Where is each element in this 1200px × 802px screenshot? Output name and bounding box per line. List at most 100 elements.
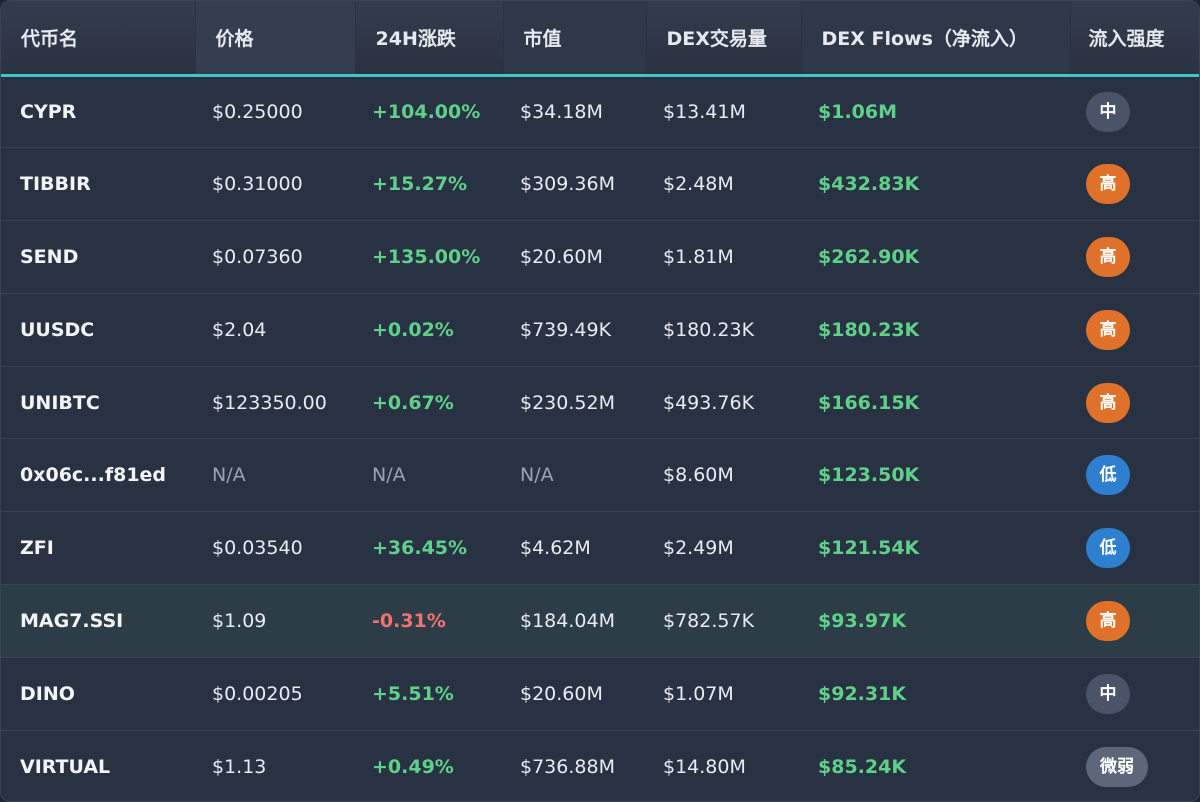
column-header-dex-flows[interactable]: DEX Flows（净流入） xyxy=(801,1,1071,77)
token-price: N/A xyxy=(212,464,246,487)
token-dex-flows: $93.97K xyxy=(818,609,907,632)
inflow-strength-badge: 高 xyxy=(1086,600,1130,641)
inflow-strength-cell: 高 xyxy=(1070,366,1199,439)
table-row[interactable]: DINO $0.00205 +5.51% $20.60M $1.07M $92.31K 中 xyxy=(1,657,1199,731)
token-symbol: UUSDC xyxy=(20,318,95,341)
token-symbol: ZFI xyxy=(20,537,54,560)
column-header-market-cap[interactable]: 市值 xyxy=(503,1,647,77)
token-change-24h: +5.51% xyxy=(372,682,454,705)
token-dex-volume: $493.76K xyxy=(663,391,755,414)
table-header: 代币名 价格 24H涨跌 市值 DEX交易量 DEX Flows（净流入） 流入… xyxy=(1,1,1199,77)
token-market-cap: $309.36M xyxy=(520,173,615,196)
table-row[interactable]: CYPR $0.25000 +104.00% $34.18M $13.41M $1.06M… xyxy=(1,75,1199,148)
column-header-dex-volume[interactable]: DEX交易量 xyxy=(646,1,802,77)
token-change-24h: +104.00% xyxy=(372,100,481,123)
inflow-strength-cell: 微弱 xyxy=(1070,730,1199,801)
token-dex-flows: $262.90K xyxy=(818,245,920,268)
token-dex-flows: $85.24K xyxy=(818,755,907,778)
token-change-24h: +0.02% xyxy=(372,318,454,341)
inflow-strength-badge: 高 xyxy=(1086,382,1130,423)
token-symbol: CYPR xyxy=(20,100,77,123)
token-market-cap: $20.60M xyxy=(520,245,603,268)
token-price: $1.09 xyxy=(212,609,267,632)
token-dex-volume: $14.80M xyxy=(663,755,746,778)
inflow-strength-badge: 高 xyxy=(1086,164,1130,205)
inflow-strength-cell: 中 xyxy=(1070,657,1199,730)
inflow-strength-cell: 低 xyxy=(1070,512,1199,585)
inflow-strength-cell: 高 xyxy=(1070,221,1199,294)
token-dex-flows: $1.06M xyxy=(818,100,898,123)
token-price: $123350.00 xyxy=(212,391,327,414)
token-dex-volume: $1.07M xyxy=(663,682,734,705)
table-row[interactable]: 0x06c...f81ed N/A N/A N/A $8.60M $123.50K 低 xyxy=(1,439,1199,512)
token-change-24h: +36.45% xyxy=(372,537,468,560)
inflow-strength-badge: 微弱 xyxy=(1086,746,1148,787)
token-market-cap: $184.04M xyxy=(520,609,615,632)
header-row: 代币名 价格 24H涨跌 市值 DEX交易量 DEX Flows（净流入） 流入… xyxy=(1,1,1199,77)
token-symbol: DINO xyxy=(20,682,75,705)
inflow-strength-badge: 低 xyxy=(1086,528,1130,569)
token-symbol: UNIBTC xyxy=(20,391,100,414)
inflow-strength-cell: 中 xyxy=(1070,75,1199,148)
table-row[interactable]: UUSDC $2.04 +0.02% $739.49K $180.23K $180.23K… xyxy=(1,293,1199,367)
token-market-cap: $20.60M xyxy=(520,682,603,705)
inflow-strength-badge: 高 xyxy=(1086,309,1130,350)
inflow-strength-cell: 高 xyxy=(1070,293,1199,366)
token-dex-flows: $92.31K xyxy=(818,682,907,705)
token-price: $1.13 xyxy=(212,755,267,778)
inflow-strength-badge: 低 xyxy=(1086,455,1130,496)
token-change-24h: N/A xyxy=(372,464,406,487)
token-price: $0.25000 xyxy=(212,100,303,123)
inflow-strength-badge: 中 xyxy=(1086,673,1130,714)
token-price: $0.07360 xyxy=(212,245,303,268)
table-row[interactable]: TIBBIR $0.31000 +15.27% $309.36M $2.48M $432.… xyxy=(1,148,1199,221)
token-dex-flows: $432.83K xyxy=(818,173,920,196)
column-header-change[interactable]: 24H涨跌 xyxy=(355,1,504,77)
token-price: $0.00205 xyxy=(212,682,303,705)
token-dex-flows: $121.54K xyxy=(818,537,920,560)
table-row[interactable]: ZFI $0.03540 +36.45% $4.62M $2.49M $121.54K 低 xyxy=(1,512,1199,585)
inflow-strength-badge: 中 xyxy=(1086,91,1130,132)
token-market-cap: $230.52M xyxy=(520,391,615,414)
token-symbol: SEND xyxy=(20,245,79,268)
token-dex-flows: $123.50K xyxy=(818,464,920,487)
table-body: CYPR $0.25000 +104.00% $34.18M $13.41M $1.06M… xyxy=(1,75,1199,801)
token-dex-volume: $782.57K xyxy=(663,609,755,632)
token-dex-volume: $2.49M xyxy=(663,537,734,560)
token-price: $0.31000 xyxy=(212,173,303,196)
token-symbol: VIRTUAL xyxy=(20,755,111,778)
token-dex-volume: $13.41M xyxy=(663,100,746,123)
token-market-cap: $34.18M xyxy=(520,100,603,123)
column-header-inflow-strength[interactable]: 流入强度 xyxy=(1070,1,1199,77)
token-market-cap: $4.62M xyxy=(520,537,591,560)
token-dex-flows: $166.15K xyxy=(818,391,920,414)
inflow-strength-cell: 低 xyxy=(1070,439,1199,512)
table-row[interactable]: SEND $0.07360 +135.00% $20.60M $1.81M $262.90… xyxy=(1,221,1199,294)
token-symbol: 0x06c...f81ed xyxy=(20,464,167,487)
token-market-cap: $739.49K xyxy=(520,318,612,341)
token-dex-volume: $8.60M xyxy=(663,464,734,487)
table-row[interactable]: UNIBTC $123350.00 +0.67% $230.52M $493.76K $1… xyxy=(1,366,1199,439)
table-row[interactable]: MAG7.SSI $1.09 -0.31% $184.04M $782.57K $93.9… xyxy=(1,584,1199,658)
token-dex-volume: $1.81M xyxy=(663,245,734,268)
token-price: $2.04 xyxy=(212,318,267,341)
table-row[interactable]: VIRTUAL $1.13 +0.49% $736.88M $14.80M $85.24K… xyxy=(1,730,1199,801)
token-dex-volume: $2.48M xyxy=(663,173,734,196)
token-change-24h: +0.49% xyxy=(372,755,454,778)
token-price: $0.03540 xyxy=(212,537,303,560)
column-header-price[interactable]: 价格 xyxy=(195,1,356,77)
token-dex-volume: $180.23K xyxy=(663,318,755,341)
token-market-cap: N/A xyxy=(520,464,554,487)
token-change-24h: +135.00% xyxy=(372,245,481,268)
token-symbol: TIBBIR xyxy=(20,173,91,196)
token-symbol: MAG7.SSI xyxy=(20,609,124,632)
inflow-strength-badge: 高 xyxy=(1086,236,1130,277)
column-header-symbol[interactable]: 代币名 xyxy=(1,1,196,77)
token-change-24h: +15.27% xyxy=(372,173,468,196)
inflow-strength-cell: 高 xyxy=(1070,148,1199,221)
inflow-strength-cell: 高 xyxy=(1070,585,1199,658)
token-dex-flows: $180.23K xyxy=(818,318,920,341)
token-change-24h: +0.67% xyxy=(372,391,454,414)
token-change-24h: -0.31% xyxy=(372,609,446,632)
